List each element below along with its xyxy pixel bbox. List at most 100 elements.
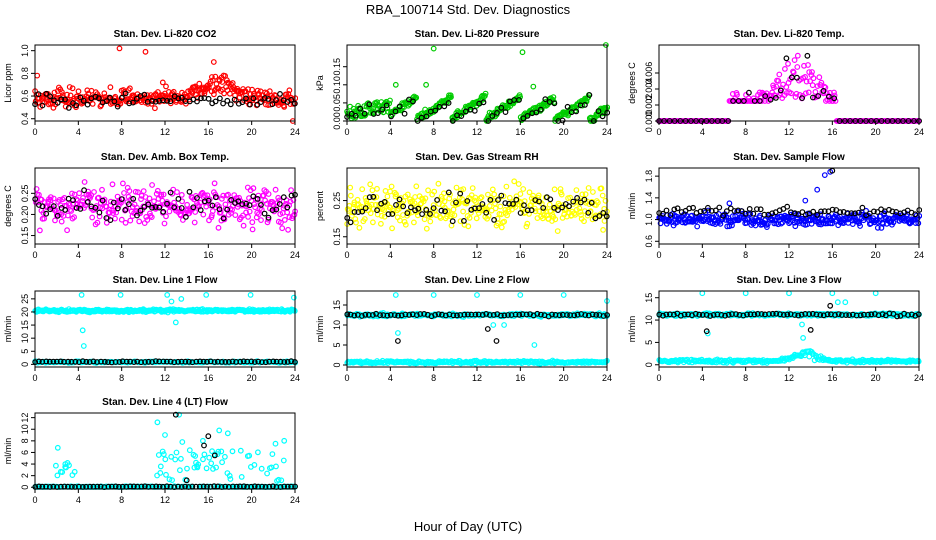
ylabel-pressure: kPa [315,75,325,91]
point-ambbox-hourly-68 [288,192,295,199]
point-rh-all-151 [460,208,467,215]
point-line2-hourly-74 [493,338,500,344]
point-line1-hourly-25 [123,358,130,365]
xtick-label-sampleflow-3: 12 [784,250,794,260]
point-line2-hourly-43 [501,312,508,319]
point-co2-hourly-39 [178,94,185,101]
point-co2-hourly-1 [35,91,42,98]
point-ambbox-hourly-37 [171,204,178,211]
point-line2-all-high-301 [430,292,437,298]
point-line1-hourly-45 [197,358,203,365]
point-pressure-hourly-39 [516,97,522,103]
point-ambbox-all-160 [154,187,161,194]
point-line2-all-high-303 [517,292,524,298]
point-line3-hourly-25 [747,311,754,318]
plot-frame-line1 [34,290,296,368]
point-line1-hourly-39 [175,358,182,365]
point-rh-all-315 [585,185,592,191]
point-temp-hourly-15 [735,98,742,104]
point-pressure-hourly-55 [586,92,593,98]
xtick-label-line3-1: 4 [700,373,705,383]
xtick-label-sampleflow-6: 24 [914,250,924,260]
ytick-label-line1-4: 20 [20,307,30,317]
point-co2-hourly-52 [227,101,234,108]
point-co2-all-46 [67,92,74,99]
point-ambbox-hourly-65 [276,201,283,207]
point-pressure-hourly-27 [462,108,469,115]
point-line2-hourly-21 [421,311,428,317]
point-rh-all-291 [567,194,573,201]
ytick-label-pressure-3: 0.15 [332,58,342,76]
point-rh-all-280 [558,191,565,198]
point-ambbox-hourly-66 [280,194,287,201]
point-line1-hourly-57 [240,358,247,365]
point-line2-hourly-15 [398,312,405,319]
point-rh-hourly-48 [524,207,531,214]
ytick-label-line1-1: 5 [20,349,30,354]
xtick-label-line2-4: 16 [515,373,525,383]
point-temp-all-152 [788,90,794,97]
point-line3-hourly-51 [843,312,849,319]
point-rh-all-324 [592,212,599,219]
point-line2-hourly-27 [442,312,449,319]
point-rh-all-53 [384,193,391,200]
point-ambbox-all-42 [64,227,70,234]
point-temp-hourly-24 [783,55,790,62]
xtick-label-ambbox-0: 0 [32,250,37,260]
point-line4-all-311 [272,440,279,447]
panel-title-ambbox: Stan. Dev. Amb. Box Temp. [101,152,229,163]
point-line1-hourly-20 [105,359,111,366]
point-temp-all-201 [831,89,837,96]
point-rh-all-146 [456,200,463,206]
point-line1-hourly-49 [211,359,218,365]
point-line3-hourly-11 [696,311,703,318]
point-rh-all-333 [599,192,606,199]
ytick-label-co2-3: 1.0 [20,44,30,57]
point-line1-hourly-54 [229,358,236,365]
point-temp-all-170 [803,78,810,85]
point-pressure-hourly-11 [392,108,399,115]
point-rh-hourly-41 [498,192,505,199]
point-ambbox-hourly-38 [175,195,182,202]
point-rh-all-200 [497,203,504,210]
point-ambbox-all-171 [163,213,169,220]
point-line2-hourly-12 [387,312,394,318]
point-rh-all-186 [486,202,493,209]
ytick-label-line2-3: 15 [332,300,342,310]
point-rh-all-87 [411,219,417,226]
point-line3-hourly-14 [707,313,714,319]
point-line3-hourly-19 [725,311,732,318]
point-ambbox-hourly-10 [70,197,76,204]
point-rh-all-226 [517,191,524,197]
point-rh-all-71 [398,203,405,210]
point-ambbox-hourly-48 [212,194,219,201]
ytick-label-pressure-2: 0.10 [332,76,342,94]
point-line2-hourly-30 [454,312,460,319]
point-rh-all-104 [423,225,430,232]
ytick-label-pressure-1: 0.05 [332,94,342,112]
point-sampleflow-hourly-62 [889,208,896,215]
point-ambbox-all-278 [245,213,252,220]
point-line4-all-161 [172,456,179,463]
point-sampleflow-hourly-52 [852,210,858,217]
point-line2-hourly-73 [484,326,491,332]
point-ambbox-all-77 [91,189,97,195]
point-ambbox-all-47 [68,208,75,214]
xtick-label-ambbox-1: 4 [76,250,81,260]
point-line1-hourly-1 [36,358,42,365]
point-line2-hourly-5 [362,311,369,318]
point-co2-all-35 [59,89,65,95]
ytick-label-sampleflow-2: 1.4 [644,192,654,205]
point-line4-all-273 [269,451,276,458]
point-rh-all-5 [347,192,354,199]
point-line3-all-high-303 [829,290,836,297]
point-rh-hourly-22 [427,210,433,217]
point-rh-all-230 [520,186,527,192]
point-co2-all-330 [285,90,292,97]
point-line1-hourly-21 [108,359,115,366]
point-ambbox-all-261 [232,212,239,219]
point-ambbox-all-334 [288,187,295,194]
point-ambbox-all-116 [121,190,127,196]
